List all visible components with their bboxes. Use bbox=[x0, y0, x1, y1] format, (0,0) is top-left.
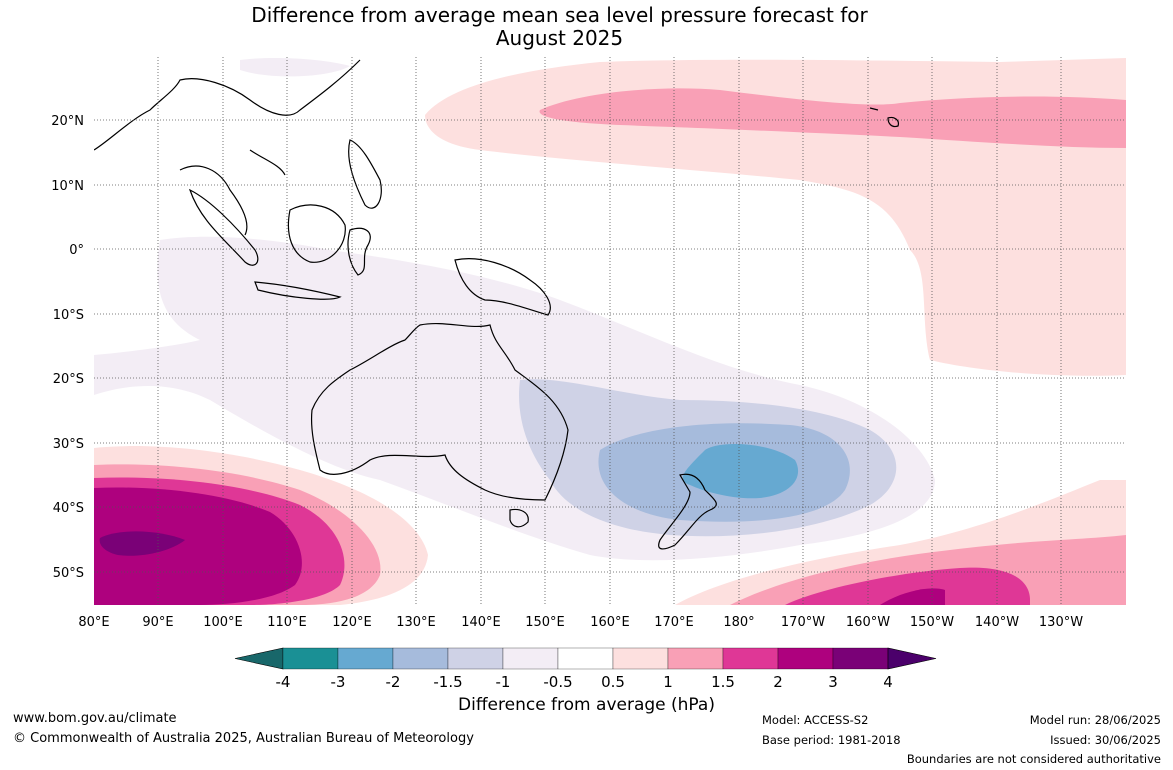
new-guinea-coastline bbox=[454, 258, 551, 316]
anomaly-strong-negative-region bbox=[682, 444, 799, 499]
colorbar-tick: -4 bbox=[276, 673, 291, 691]
lat-label: 10°S bbox=[53, 308, 84, 323]
lon-label: 130°E bbox=[396, 615, 436, 630]
anomaly-weak-negative-strip bbox=[240, 58, 350, 77]
lon-label: 110°E bbox=[267, 615, 307, 630]
lon-label: 150°E bbox=[525, 615, 565, 630]
java-coastline bbox=[254, 281, 342, 300]
lon-label: 130°W bbox=[1039, 615, 1083, 630]
lon-label: 180° bbox=[723, 615, 754, 630]
lon-label: 100°E bbox=[203, 615, 243, 630]
title-line-2: August 2025 bbox=[495, 26, 624, 50]
colorbar-swatch bbox=[612, 647, 669, 670]
colorbar-swatch bbox=[557, 647, 614, 670]
map-title: Difference from average mean sea level p… bbox=[0, 4, 1146, 50]
sulawesi-coastline bbox=[347, 227, 371, 276]
base-period-text: Base period: 1981-2018 bbox=[762, 733, 901, 747]
anomaly-north-pacific-positive bbox=[539, 88, 1126, 148]
hawaii-coastline bbox=[869, 107, 899, 128]
colorbar-tick: -3 bbox=[331, 673, 346, 691]
borneo-coastline bbox=[287, 204, 346, 263]
lon-label: 160°E bbox=[590, 615, 630, 630]
australia-coastline bbox=[310, 322, 569, 501]
copyright-text: © Commonwealth of Australia 2025, Austra… bbox=[13, 731, 474, 746]
colorbar-extend-high bbox=[887, 647, 937, 670]
philippines-coastline bbox=[348, 139, 382, 209]
lon-label: 120°E bbox=[332, 615, 372, 630]
model-text: Model: ACCESS-S2 bbox=[762, 713, 869, 727]
anomaly-fields bbox=[94, 58, 1126, 605]
title-line-1: Difference from average mean sea level p… bbox=[251, 3, 868, 27]
lat-label: 30°S bbox=[53, 437, 84, 452]
lat-label: 50°S bbox=[53, 566, 84, 581]
sumatra-coastline bbox=[188, 188, 259, 266]
colorbar-swatch bbox=[777, 647, 834, 670]
colorbar-tick: 1 bbox=[663, 673, 673, 691]
lon-label: 170°W bbox=[781, 615, 825, 630]
colorbar-swatch bbox=[832, 647, 889, 670]
colorbar-extend-low bbox=[234, 647, 284, 670]
colorbar-swatch bbox=[722, 647, 779, 670]
colorbar bbox=[234, 647, 937, 670]
colorbar-swatch bbox=[392, 647, 449, 670]
issued-text: Issued: 30/06/2025 bbox=[1050, 733, 1161, 747]
colorbar-swatch bbox=[282, 647, 339, 670]
colorbar-swatch bbox=[337, 647, 394, 670]
anomaly-south-pacific-positive bbox=[730, 535, 1126, 605]
colorbar-tick: -0.5 bbox=[543, 673, 572, 691]
longitude-labels: 80°E 90°E 100°E 110°E 120°E 130°E 140°E … bbox=[78, 615, 1083, 630]
lat-label: 20°S bbox=[53, 372, 84, 387]
asia-mainland-coastline bbox=[94, 59, 361, 236]
anomaly-south-pacific-strong-positive bbox=[880, 588, 945, 605]
colorbar-swatch bbox=[502, 647, 559, 670]
model-run-text: Model run: 28/06/2025 bbox=[1029, 713, 1161, 727]
colorbar-tick: 3 bbox=[828, 673, 838, 691]
anomaly-south-indian-strong-positive bbox=[94, 487, 302, 605]
latitude-labels: 20°N 10°N 0° 10°S 20°S 30°S 40°S 50°S bbox=[51, 114, 84, 581]
colorbar-tick: -2 bbox=[386, 673, 401, 691]
lon-label: 140°E bbox=[461, 615, 501, 630]
colorbar-label: Difference from average (hPa) bbox=[458, 695, 715, 715]
disclaimer-text: Boundaries are not considered authoritat… bbox=[906, 752, 1161, 766]
lon-label: 150°W bbox=[910, 615, 954, 630]
tasmania-coastline bbox=[509, 508, 529, 528]
colorbar-tick: 0.5 bbox=[601, 673, 625, 691]
anomaly-south-pacific-moderate-positive bbox=[785, 567, 1030, 605]
colorbar-tick: -1.5 bbox=[433, 673, 462, 691]
lat-label: 20°N bbox=[51, 114, 84, 129]
lon-label: 140°W bbox=[975, 615, 1019, 630]
lon-label: 90°E bbox=[142, 615, 173, 630]
lat-label: 0° bbox=[69, 243, 84, 258]
website-link[interactable]: www.bom.gov.au/climate bbox=[13, 711, 177, 726]
anomaly-south-indian-peak bbox=[99, 531, 185, 556]
graticule bbox=[94, 57, 1126, 605]
lon-label: 160°W bbox=[846, 615, 890, 630]
colorbar-ticks: -4 -3 -2 -1.5 -1 -0.5 0.5 1 1.5 2 3 4 bbox=[276, 673, 893, 691]
lon-label: 170°E bbox=[654, 615, 694, 630]
colorbar-tick: -1 bbox=[496, 673, 511, 691]
colorbar-tick: 1.5 bbox=[711, 673, 735, 691]
lon-label: 80°E bbox=[78, 615, 109, 630]
colorbar-swatch bbox=[667, 647, 724, 670]
lat-label: 10°N bbox=[51, 179, 84, 194]
lat-label: 40°S bbox=[53, 501, 84, 516]
colorbar-tick: 4 bbox=[883, 673, 893, 691]
colorbar-swatch bbox=[447, 647, 504, 670]
coastlines bbox=[94, 59, 899, 550]
colorbar-tick: 2 bbox=[773, 673, 783, 691]
new-zealand-coastline bbox=[658, 473, 717, 550]
